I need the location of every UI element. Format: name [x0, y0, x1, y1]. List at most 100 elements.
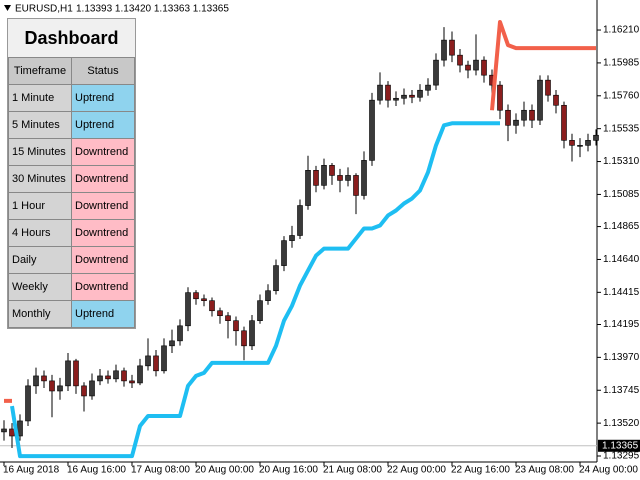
- candle-body: [265, 290, 271, 301]
- dashboard-row: 1 Minute Uptrend: [8, 84, 135, 112]
- y-tick-label: 1.13745: [603, 385, 640, 396]
- candle-body: [465, 64, 471, 71]
- price-tag: [598, 439, 640, 452]
- candle-body: [569, 140, 575, 146]
- status-cell: Downtrend: [71, 192, 135, 220]
- timeframe-cell: Daily: [8, 246, 72, 274]
- status-cell: Downtrend: [71, 246, 135, 274]
- candle-body: [321, 165, 327, 186]
- x-tick-label: 22 Aug 16:00: [451, 465, 510, 476]
- candle-body: [57, 385, 63, 392]
- candle-body: [73, 360, 79, 387]
- menu-arrow[interactable]: [4, 5, 11, 11]
- ohlc: 1.13393 1.13420 1.13363 1.13365: [76, 4, 229, 15]
- candle-body: [145, 355, 151, 367]
- status-cell: Uptrend: [71, 84, 135, 112]
- x-tick-label: 20 Aug 00:00: [195, 465, 254, 476]
- candle-body: [593, 134, 599, 141]
- candle-body: [481, 59, 487, 76]
- candle-body: [425, 84, 431, 91]
- candle-body: [185, 292, 191, 327]
- x-tick-label: 16 Aug 2018: [3, 465, 60, 476]
- status-cell: Downtrend: [71, 273, 135, 301]
- dashboard-row: 1 Hour Downtrend: [8, 192, 135, 220]
- dashboard-row: 5 Minutes Uptrend: [8, 111, 135, 139]
- candle-body: [369, 99, 375, 161]
- candle-body: [553, 94, 559, 106]
- y-tick-label: 1.15985: [603, 58, 640, 69]
- indicator-line: [4, 19, 596, 403]
- dashboard-row: Monthly Uptrend: [8, 300, 135, 328]
- candle-body: [545, 79, 551, 96]
- candle-body: [449, 39, 455, 56]
- timeframe-cell: 30 Minutes: [8, 165, 72, 193]
- status-cell: Downtrend: [71, 219, 135, 247]
- candle-body: [1, 428, 7, 433]
- candle-body: [193, 292, 199, 300]
- timeframe-cell: Monthly: [8, 300, 72, 328]
- candle-body: [241, 330, 247, 347]
- candle-body: [65, 360, 71, 387]
- candle-body: [497, 84, 503, 111]
- candle-body: [257, 300, 263, 321]
- timeframe-cell: 4 Hours: [8, 219, 72, 247]
- status-cell: Downtrend: [71, 165, 135, 193]
- candle-body: [457, 54, 463, 66]
- y-tick-label: 1.14865: [603, 221, 640, 232]
- timeframe-cell: 1 Minute: [8, 84, 72, 112]
- x-tick-label: 17 Aug 08:00: [131, 465, 190, 476]
- candle-body: [417, 89, 423, 98]
- candle-body: [49, 380, 55, 392]
- y-tick-label: 1.15760: [603, 90, 640, 101]
- candle-body: [337, 175, 343, 181]
- candle-body: [81, 385, 87, 397]
- candle-body: [161, 345, 167, 372]
- candle-body: [177, 325, 183, 342]
- candle-body: [353, 175, 359, 196]
- y-tick-label: 1.14640: [603, 254, 640, 265]
- column-header: Timeframe: [8, 57, 72, 85]
- dashboard-row: 30 Minutes Downtrend: [8, 165, 135, 193]
- y-tick-label: 1.14415: [603, 287, 640, 298]
- candle-body: [361, 160, 367, 196]
- candle-body: [313, 170, 319, 186]
- price-tag-label: 1.13365: [602, 440, 639, 451]
- y-tick-label: 1.15085: [603, 189, 640, 200]
- candle-body: [473, 59, 479, 71]
- candle-body: [585, 140, 591, 146]
- candle-body: [409, 94, 415, 98]
- candle-body: [217, 310, 223, 317]
- candle-body: [433, 59, 439, 86]
- y-tick-label: 1.13520: [603, 418, 640, 429]
- candle-body: [305, 170, 311, 206]
- y-tick-label: 1.16210: [603, 25, 640, 36]
- column-header: Status: [71, 57, 135, 85]
- candle-body: [505, 109, 511, 126]
- x-tick-label: 21 Aug 08:00: [323, 465, 382, 476]
- dashboard-row: Weekly Downtrend: [8, 273, 135, 301]
- candle-body: [529, 109, 535, 121]
- indicator-line: [10, 121, 500, 459]
- x-tick-label: 23 Aug 08:00: [515, 465, 574, 476]
- candle-body: [25, 385, 31, 422]
- candle-body: [273, 265, 279, 292]
- timeframe-cell: Weekly: [8, 273, 72, 301]
- candle-body: [281, 240, 287, 266]
- x-tick-label: 22 Aug 00:00: [387, 465, 446, 476]
- dashboard-row: Daily Downtrend: [8, 246, 135, 274]
- candle-body: [233, 320, 239, 332]
- candle-body: [89, 380, 95, 397]
- y-tick-label: 1.15310: [603, 156, 640, 167]
- y-tick-label: 1.13970: [603, 352, 640, 363]
- dashboard: Dashboard Timeframe Status 1 Minute Uptren…: [7, 18, 136, 329]
- candle-body: [441, 39, 447, 61]
- candle-body: [345, 175, 351, 181]
- candle-body: [297, 205, 303, 236]
- x-tick-label: 20 Aug 16:00: [259, 465, 318, 476]
- candle-body: [393, 97, 399, 101]
- candle-body: [129, 380, 135, 384]
- candle-body: [577, 145, 583, 147]
- candle-body: [249, 320, 255, 347]
